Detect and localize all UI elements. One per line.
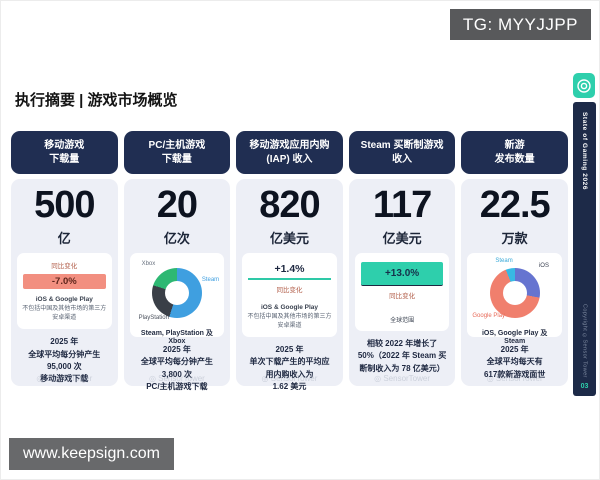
card-footnote: 2025 年 全球平均每分钟产生 3,800 次 PC/主机游戏下载 (140, 344, 213, 392)
negative-change-bar: -7.0% (23, 273, 106, 289)
card-iap-revenue: 移动游戏应用内购 (IAP) 收入 820 亿美元 +1.4% 同比变化 iOS… (236, 131, 343, 391)
sensor-tower-logo-icon (573, 73, 595, 98)
watermark-text: SensorTower (383, 374, 431, 383)
donut-label-playstation: PlayStation (138, 314, 169, 321)
yoy-change-label: 同比变化 (389, 292, 416, 300)
sensor-tower-watermark-icon: ◎ (148, 374, 159, 383)
sensor-tower-watermark-icon: ◎ (36, 374, 46, 383)
card-body: 22.5 万款 Steam iOS Google Play iOS, Googl… (461, 179, 568, 386)
watermark-text: SensorTower (270, 374, 318, 383)
card-header: PC/主机游戏 下载量 (123, 131, 231, 174)
stat-value: 20 (156, 184, 198, 226)
data-source: iOS & Google Play (35, 295, 93, 303)
card-header: 移动游戏 下载量 (11, 131, 118, 174)
donut-chart-area: Steam iOS Google Play (471, 257, 558, 320)
sidebar-bottom: Copyright ©Sensor Tower 03 (581, 304, 589, 390)
donut-label-ios: iOS (538, 262, 549, 269)
sensor-tower-watermark-icon: ◎ (261, 374, 271, 383)
positive-change-bar: +13.0% (360, 261, 444, 286)
watermark-text: SensorTower (158, 374, 205, 383)
card-footnote: 相较 2022 年增长了 50%（2022 年 Steam 买 断制收入为 78… (357, 338, 447, 373)
watermark-text: SensorTower (495, 374, 543, 383)
sensor-tower-watermark: ◎ SensorTower (11, 374, 118, 383)
data-source-note: 不包括中国及其他市场的第三方 安卓渠道 (22, 305, 107, 321)
stat-unit: 亿次 (163, 230, 190, 246)
data-scope: 全球范围 (390, 317, 415, 324)
sensor-tower-watermark: ◎ SensorTower (461, 374, 568, 383)
donut-chart-area: Xbox Steam PlayStation (134, 260, 221, 321)
stat-unit: 亿美元 (269, 230, 309, 246)
donut-label-steam: Steam (201, 276, 220, 283)
card-body: 500 亿 同比变化 -7.0% iOS & Google Play 不包括中国… (11, 179, 118, 386)
platform-share-panel: Xbox Steam PlayStation Steam, PlayStatio… (129, 252, 225, 345)
stat-value: 117 (372, 184, 432, 226)
sensor-tower-watermark: ◎ SensorTower (236, 374, 343, 383)
card-footnote: 2025 年 全球平均每天有 617款新游戏面世 (483, 344, 546, 379)
donut-chart (489, 267, 540, 318)
card-header: 移动游戏应用内购 (IAP) 收入 (236, 131, 343, 174)
card-pc-console-downloads: PC/主机游戏 下载量 20 亿次 Xbox Steam PlayStation… (123, 131, 231, 391)
donut-label-xbox: Xbox (141, 260, 156, 267)
yoy-change-panel: +13.0% 同比变化 全球范围 (354, 252, 450, 331)
platform-share-panel: Steam iOS Google Play iOS, Google Play 及… (467, 252, 562, 345)
website-badge: www.keepsign.com (9, 438, 174, 470)
card-footnote: 2025 年 全球平均每分钟产生 95,000 次 移动游戏下载 (28, 337, 101, 384)
stat-value: 22.5 (479, 184, 551, 226)
donut-label-google-play: Google Play (472, 312, 506, 319)
data-source-note: 不包括中国及其他市场的第三方 安卓渠道 (247, 313, 332, 329)
card-body: 20 亿次 Xbox Steam PlayStation Steam, Play… (123, 179, 231, 391)
sensor-tower-watermark: ◎ SensorTower (124, 374, 231, 383)
donut-caption: iOS, Google Play 及 Steam (481, 329, 548, 345)
page-title: 执行摘要 | 游戏市场概览 (15, 92, 178, 109)
stat-value: 820 (259, 184, 320, 226)
card-body: 820 亿美元 +1.4% 同比变化 iOS & Google Play 不包括… (236, 179, 343, 391)
page-number: 03 (580, 383, 589, 390)
yoy-change-label: 同比变化 (276, 286, 303, 294)
teal-underline (248, 277, 331, 280)
tg-contact-badge: TG: MYYJJPP (449, 9, 591, 40)
watermark-text: SensorTower (45, 374, 93, 383)
card-new-releases: 新游 发布数量 22.5 万款 Steam iOS Google Play iO… (461, 131, 568, 386)
report-title-vertical: State of Gaming 2026 (581, 112, 588, 191)
sidebar: State of Gaming 2026 Copyright ©Sensor T… (573, 102, 596, 396)
sensor-tower-watermark: ◎ SensorTower (349, 374, 456, 383)
copyright-vertical: Copyright ©Sensor Tower (581, 304, 588, 378)
yoy-change-panel: +1.4% 同比变化 iOS & Google Play 不包括中国及其他市场的… (242, 252, 337, 337)
card-footnote: 2025 年 单次下载产生的平均应 用内购收入为 1.62 美元 (249, 344, 330, 392)
donut-label-steam: Steam (495, 257, 513, 264)
stat-cards-row: 移动游戏 下载量 500 亿 同比变化 -7.0% iOS & Google P… (11, 131, 568, 391)
card-header: Steam 买断制游戏 收入 (348, 131, 456, 174)
card-body: 117 亿美元 +13.0% 同比变化 全球范围 相较 2022 年增长了 50… (348, 179, 456, 386)
card-steam-revenue: Steam 买断制游戏 收入 117 亿美元 +13.0% 同比变化 全球范围 … (348, 131, 456, 386)
stat-value: 500 (34, 184, 95, 226)
card-mobile-downloads: 移动游戏 下载量 500 亿 同比变化 -7.0% iOS & Google P… (11, 131, 118, 386)
donut-caption: Steam, PlayStation 及 Xbox (140, 329, 213, 345)
sensor-tower-watermark-icon: ◎ (486, 374, 496, 383)
yoy-change-panel: 同比变化 -7.0% iOS & Google Play 不包括中国及其他市场的… (17, 252, 112, 330)
sensor-tower-watermark-icon: ◎ (374, 374, 384, 383)
donut-chart (151, 267, 202, 318)
card-header: 新游 发布数量 (461, 131, 568, 174)
yoy-change-label: 同比变化 (51, 262, 78, 270)
data-source: iOS & Google Play (260, 303, 319, 311)
stat-unit: 亿 (57, 230, 71, 246)
stat-unit: 万款 (501, 230, 528, 246)
stat-unit: 亿美元 (382, 230, 422, 246)
positive-change-value: +1.4% (274, 262, 305, 275)
